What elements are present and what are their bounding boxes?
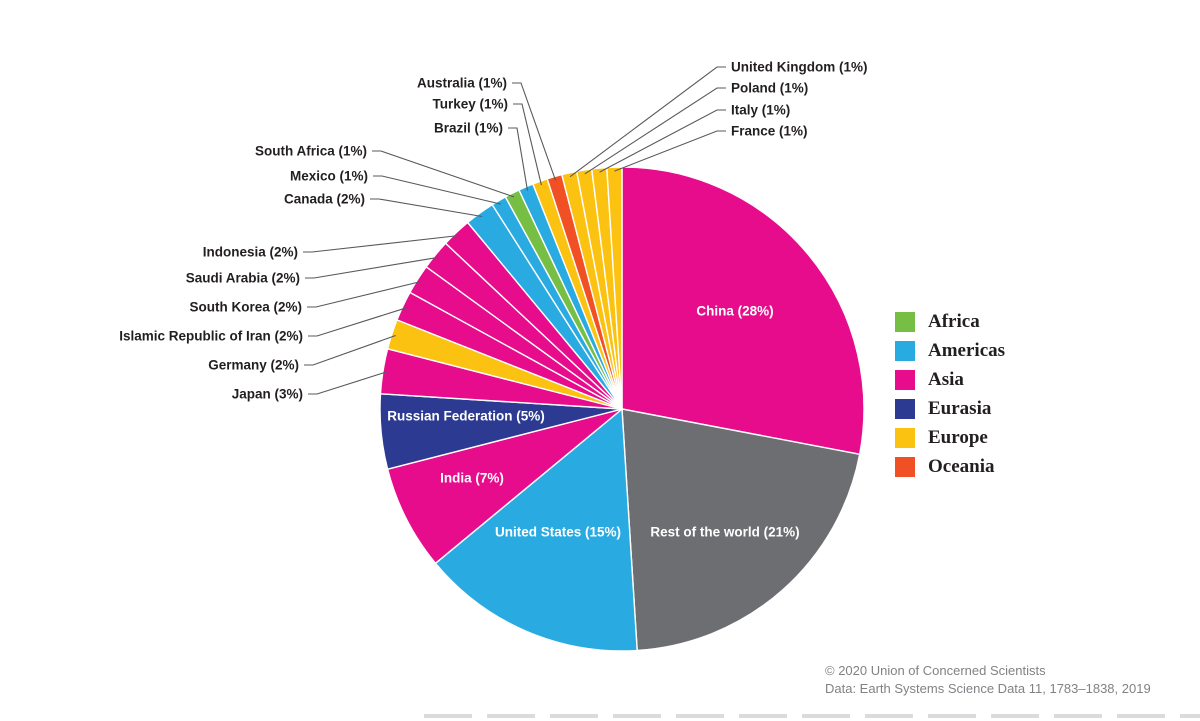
leader-line-brazil: [508, 127, 529, 191]
legend-label: Africa: [928, 311, 980, 332]
slice-label-france: France (1%): [731, 124, 808, 139]
leader-line-germany: [304, 334, 396, 366]
slice-label-poland: Poland (1%): [731, 81, 808, 96]
legend-item-africa: Africa: [895, 312, 1005, 332]
slice-label-south-korea: South Korea (2%): [189, 300, 302, 315]
legend-label: Eurasia: [928, 398, 992, 419]
legend-label: Oceania: [928, 456, 995, 477]
leader-line-australia: [512, 82, 557, 181]
legend: Africa Americas Asia Eurasia Europe Oceania: [895, 312, 1005, 477]
slice-label-south-africa: South Africa (1%): [255, 144, 367, 159]
leader-line-mexico: [373, 175, 501, 205]
slice-label-turkey: Turkey (1%): [432, 97, 508, 112]
legend-item-americas: Americas: [895, 341, 1005, 361]
leader-line-south-korea: [307, 280, 422, 308]
slice-label-united-states: United States (15%): [495, 525, 621, 540]
slice-label-canada: Canada (2%): [284, 192, 365, 207]
cropped-content-artifact: [424, 714, 1200, 718]
leader-line-saudi-arabia: [305, 256, 439, 279]
slice-label-brazil: Brazil (1%): [434, 121, 503, 136]
slice-label-mexico: Mexico (1%): [290, 169, 368, 184]
copyright-text: © 2020 Union of Concerned Scientists: [825, 663, 1046, 678]
slice-label-saudi-arabia: Saudi Arabia (2%): [186, 271, 300, 286]
legend-swatch-eurasia: [895, 399, 915, 419]
legend-label: Europe: [928, 427, 988, 448]
legend-item-eurasia: Eurasia: [895, 399, 1005, 419]
legend-item-europe: Europe: [895, 428, 1005, 448]
slice-label-islamic-republic-of-iran: Islamic Republic of Iran (2%): [119, 329, 303, 344]
slice-label-germany: Germany (2%): [208, 358, 299, 373]
pie-slice-rest-of-the-world: [621, 408, 861, 652]
pie-slice-united-states: [434, 408, 638, 652]
slice-label-japan: Japan (3%): [232, 387, 303, 402]
slice-label-china: China (28%): [696, 304, 773, 319]
slice-label-india: India (7%): [440, 471, 504, 486]
attribution: © 2020 Union of Concerned Scientists Dat…: [825, 662, 1151, 698]
legend-swatch-asia: [895, 370, 915, 390]
leader-line-canada: [370, 198, 483, 218]
slice-label-italy: Italy (1%): [731, 103, 790, 118]
legend-swatch-africa: [895, 312, 915, 332]
pie-slice-india: [386, 408, 623, 564]
slice-label-indonesia: Indonesia (2%): [203, 245, 298, 260]
leader-line-france: [614, 130, 726, 172]
leader-line-italy: [599, 109, 726, 173]
slice-label-rest-of-the-world: Rest of the world (21%): [650, 525, 799, 540]
leader-line-turkey: [513, 103, 542, 186]
slice-label-australia: Australia (1%): [417, 76, 507, 91]
legend-swatch-americas: [895, 341, 915, 361]
leader-line-islamic-republic-of-iran: [308, 307, 407, 337]
leader-line-south-africa: [372, 150, 515, 198]
legend-item-oceania: Oceania: [895, 457, 1005, 477]
legend-label: Asia: [928, 369, 964, 390]
data-source-text: Data: Earth Systems Science Data 11, 178…: [825, 681, 1151, 696]
legend-item-asia: Asia: [895, 370, 1005, 390]
slice-label-russian-federation: Russian Federation (5%): [387, 409, 545, 424]
legend-swatch-oceania: [895, 457, 915, 477]
legend-swatch-europe: [895, 428, 915, 448]
leader-line-poland: [584, 87, 726, 175]
leader-line-united-kingdom: [569, 66, 726, 178]
leader-line-japan: [308, 371, 388, 395]
legend-label: Americas: [928, 340, 1006, 361]
slice-label-united-kingdom: United Kingdom (1%): [731, 60, 868, 75]
leader-line-indonesia: [303, 234, 460, 253]
pie-slice-china: [621, 166, 865, 455]
pie-slice-france: [606, 166, 623, 410]
